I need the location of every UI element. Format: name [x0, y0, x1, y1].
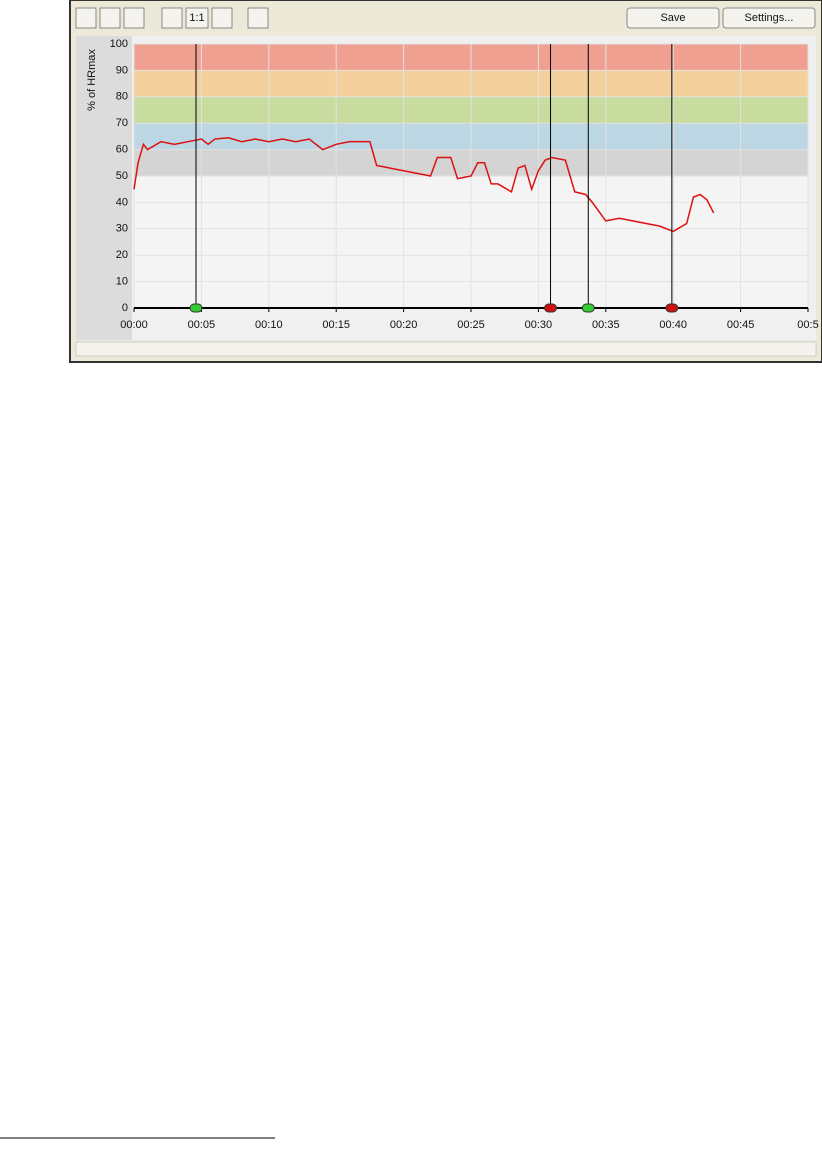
- x-tick-label: 00:20: [390, 319, 418, 331]
- y-tick-label: 50: [116, 170, 128, 182]
- zoom-in-button[interactable]: [161, 7, 183, 29]
- y-tick-label: 100: [110, 38, 128, 50]
- y-tick-label: 60: [116, 144, 128, 156]
- x-tick-label: 00:25: [457, 319, 485, 331]
- settings-button[interactable]: [722, 7, 816, 29]
- toolbar: 1:1 Save Settings...: [75, 7, 816, 29]
- settings-label: Settings...: [745, 12, 794, 24]
- y-tick-label: 80: [116, 91, 128, 103]
- y-tick-label: 70: [116, 117, 128, 129]
- x-tick-label: 00:15: [322, 319, 350, 331]
- y-tick-label: 10: [116, 276, 128, 288]
- x-tick-label: 00:45: [727, 319, 755, 331]
- x-tick-label: 00:35: [592, 319, 620, 331]
- icon-button[interactable]: [99, 7, 121, 29]
- x-tick-label: 00:5: [797, 319, 818, 331]
- zoom-reset-button[interactable]: [185, 7, 209, 29]
- y-tick-label: 0: [122, 302, 128, 314]
- x-tick-label: 00:30: [525, 319, 553, 331]
- scrollbar[interactable]: [75, 341, 817, 357]
- y-tick-label: 40: [116, 196, 128, 208]
- y-tick-label: 90: [116, 64, 128, 76]
- zoom-reset-label: 1:1: [189, 12, 204, 24]
- save-label: Save: [660, 12, 685, 24]
- lap-marker: [189, 303, 203, 313]
- hr-line: [133, 136, 715, 233]
- x-tick-label: 00:05: [188, 319, 216, 331]
- save-button[interactable]: [626, 7, 720, 29]
- x-tick-label: 00:00: [120, 319, 148, 331]
- lap-marker: [665, 303, 679, 313]
- icon-button[interactable]: [75, 7, 97, 29]
- y-axis-label: % of HRmax: [86, 49, 98, 111]
- x-tick-label: 00:10: [255, 319, 283, 331]
- lap-marker: [581, 303, 595, 313]
- zoom-out-button[interactable]: [211, 7, 233, 29]
- x-tick-label: 00:40: [659, 319, 687, 331]
- lap-marker: [544, 303, 558, 313]
- icon-button[interactable]: [247, 7, 269, 29]
- y-axis-panel: [76, 36, 132, 340]
- y-tick-label: 20: [116, 249, 128, 261]
- y-tick-label: 30: [116, 223, 128, 235]
- icon-button[interactable]: [123, 7, 145, 29]
